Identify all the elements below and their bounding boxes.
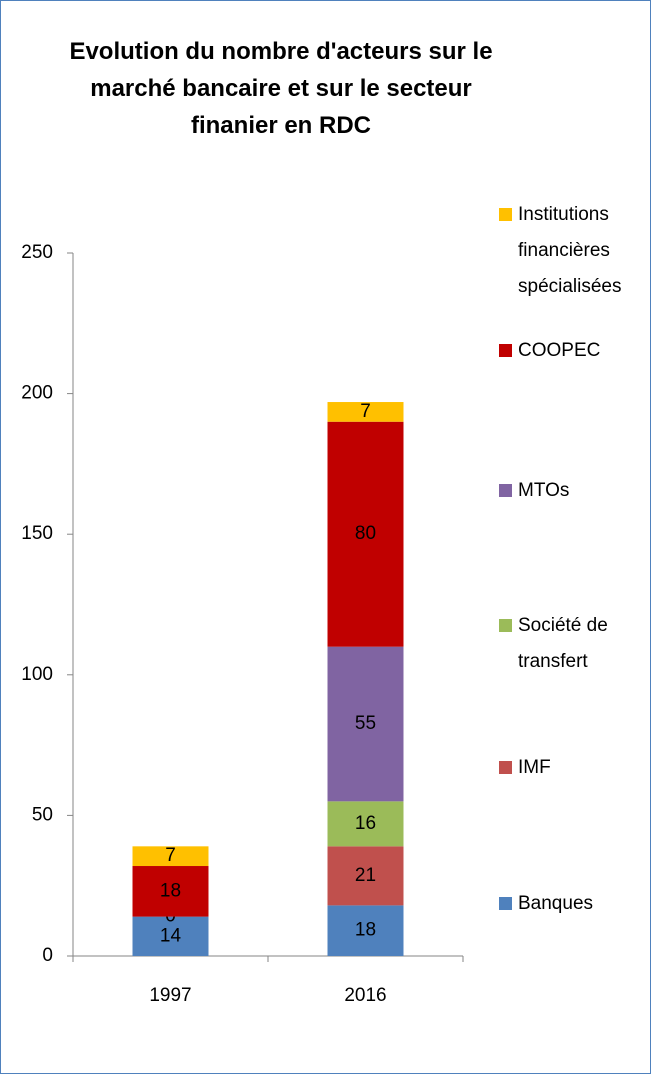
legend-label: Banques <box>518 893 594 914</box>
data-label: 16 <box>355 813 376 834</box>
bar-segment <box>327 905 404 956</box>
y-tick-label: 250 <box>21 242 53 263</box>
data-label: 14 <box>160 925 182 946</box>
bar-segment <box>132 846 209 867</box>
chart-title: Evolution du nombre d'acteurs sur le mar… <box>69 38 493 139</box>
legend-swatch <box>499 761 512 774</box>
y-tick-label: 100 <box>21 664 53 685</box>
data-label: 80 <box>355 523 376 544</box>
data-label: 18 <box>160 880 181 901</box>
legend-swatch <box>499 208 512 221</box>
y-tick-label: 0 <box>42 945 53 966</box>
y-tick-label: 150 <box>21 523 53 544</box>
legend-item: Société de transfert <box>499 608 649 680</box>
legend-item: IMF <box>499 750 649 786</box>
legend-item: COOPEC <box>499 333 649 369</box>
y-tick-label: 50 <box>32 804 53 825</box>
legend-label: IMF <box>518 757 551 778</box>
data-label: 7 <box>360 401 371 422</box>
data-label: 55 <box>355 713 376 734</box>
data-label: 18 <box>355 920 376 941</box>
legend-item: MTOs <box>499 473 649 509</box>
legend-label: COOPEC <box>518 340 601 361</box>
legend-label: Société de transfert <box>518 615 608 672</box>
bar-segment <box>327 421 404 647</box>
bar-segment <box>327 801 404 847</box>
legend-item: Banques <box>499 886 649 922</box>
x-tick-label: 1997 <box>149 985 191 1006</box>
legend-item: Institutions financières spécialisées <box>499 197 649 305</box>
y-tick-label: 200 <box>21 383 53 404</box>
legend-swatch <box>499 484 512 497</box>
data-label: 21 <box>355 865 376 886</box>
legend-swatch <box>499 344 512 357</box>
bar-segment <box>132 866 209 917</box>
legend-swatch <box>499 619 512 632</box>
bar-segment <box>132 916 209 956</box>
data-label: 7 <box>165 845 176 866</box>
x-tick-label: 2016 <box>344 985 386 1006</box>
bar-segment <box>327 402 404 422</box>
legend-label: Institutions financières spécialisées <box>518 204 622 297</box>
bar-segment <box>327 646 404 802</box>
bar-segment <box>327 846 404 906</box>
legend-swatch <box>499 897 512 910</box>
legend-label: MTOs <box>518 480 570 501</box>
